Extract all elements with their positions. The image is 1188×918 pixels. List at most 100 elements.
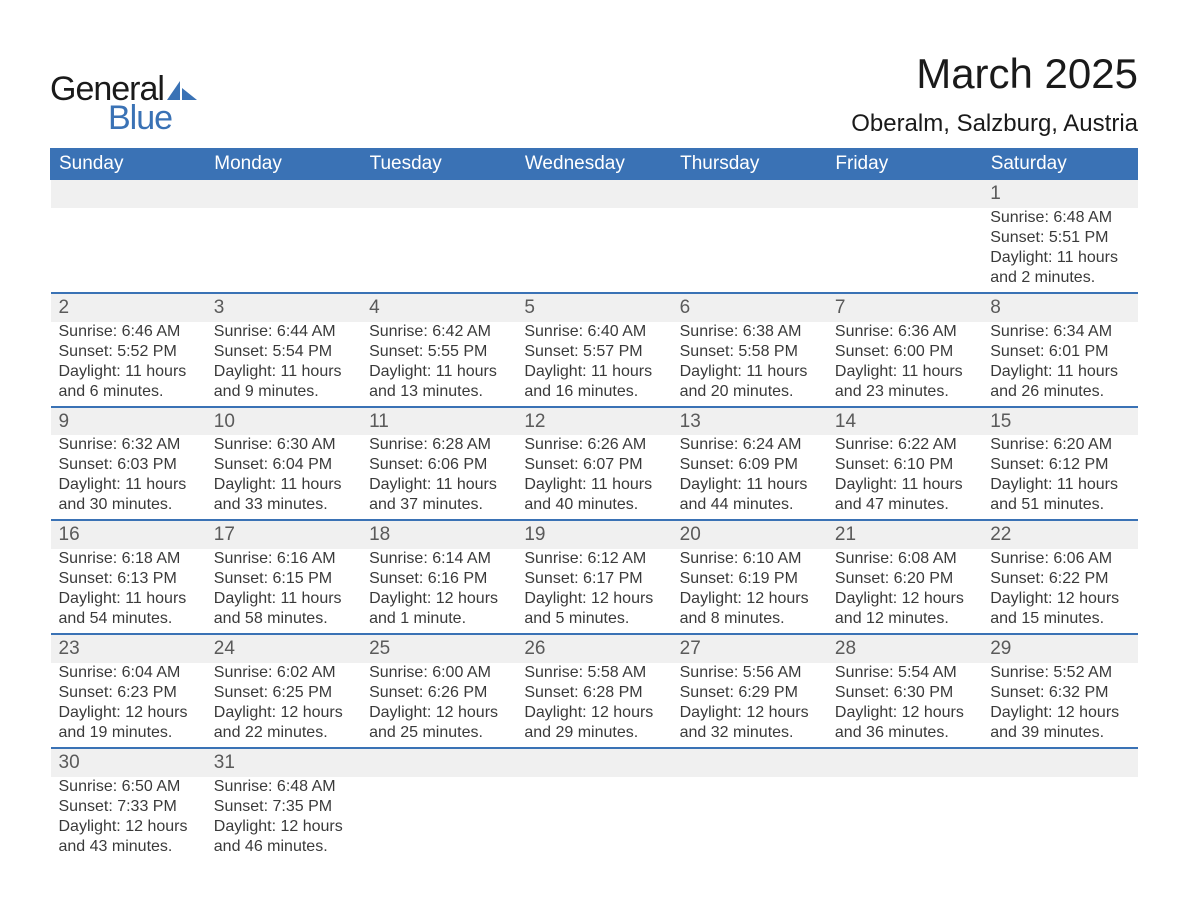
daynum-row: 23242526272829 <box>51 634 1138 663</box>
day-cell: Sunrise: 6:00 AMSunset: 6:26 PMDaylight:… <box>361 663 516 748</box>
day-number: 2 <box>51 293 206 322</box>
daylight-line: Daylight: 12 hours and 25 minutes. <box>369 703 508 743</box>
day-cell: Sunrise: 6:16 AMSunset: 6:15 PMDaylight:… <box>206 549 361 634</box>
sunrise-line: Sunrise: 6:48 AM <box>214 777 353 797</box>
day-number: 14 <box>827 407 982 436</box>
brand-logo: General Blue <box>50 50 199 138</box>
daylight-line: Daylight: 11 hours and 30 minutes. <box>59 475 198 515</box>
day-cell <box>827 208 982 293</box>
day-number <box>672 748 827 777</box>
sunset-line: Sunset: 6:13 PM <box>59 569 198 589</box>
day-number: 11 <box>361 407 516 436</box>
sunset-line: Sunset: 5:57 PM <box>524 342 663 362</box>
sunset-line: Sunset: 6:07 PM <box>524 455 663 475</box>
sunset-line: Sunset: 5:51 PM <box>990 228 1129 248</box>
col-friday: Friday <box>827 148 982 180</box>
sunrise-line: Sunrise: 6:46 AM <box>59 322 198 342</box>
day-cell <box>827 777 982 861</box>
sunset-line: Sunset: 6:17 PM <box>524 569 663 589</box>
day-number: 24 <box>206 634 361 663</box>
col-monday: Monday <box>206 148 361 180</box>
day-cell: Sunrise: 6:40 AMSunset: 5:57 PMDaylight:… <box>516 322 671 407</box>
daylight-line: Daylight: 11 hours and 33 minutes. <box>214 475 353 515</box>
day-number <box>827 180 982 208</box>
day-info-row: Sunrise: 6:18 AMSunset: 6:13 PMDaylight:… <box>51 549 1138 634</box>
day-number: 6 <box>672 293 827 322</box>
day-number: 3 <box>206 293 361 322</box>
sunset-line: Sunset: 6:04 PM <box>214 455 353 475</box>
day-number: 15 <box>982 407 1137 436</box>
day-number <box>516 748 671 777</box>
sunset-line: Sunset: 6:06 PM <box>369 455 508 475</box>
day-cell: Sunrise: 6:04 AMSunset: 6:23 PMDaylight:… <box>51 663 206 748</box>
daylight-line: Daylight: 11 hours and 44 minutes. <box>680 475 819 515</box>
day-number: 8 <box>982 293 1137 322</box>
day-number <box>982 748 1137 777</box>
sunset-line: Sunset: 5:55 PM <box>369 342 508 362</box>
sunset-line: Sunset: 6:03 PM <box>59 455 198 475</box>
location-subtitle: Oberalm, Salzburg, Austria <box>851 110 1138 138</box>
day-cell: Sunrise: 6:10 AMSunset: 6:19 PMDaylight:… <box>672 549 827 634</box>
day-cell: Sunrise: 6:38 AMSunset: 5:58 PMDaylight:… <box>672 322 827 407</box>
day-cell <box>361 208 516 293</box>
sunset-line: Sunset: 6:26 PM <box>369 683 508 703</box>
col-sunday: Sunday <box>51 148 206 180</box>
day-number: 16 <box>51 520 206 549</box>
daylight-line: Daylight: 11 hours and 26 minutes. <box>990 362 1129 402</box>
sunrise-line: Sunrise: 6:16 AM <box>214 549 353 569</box>
sunset-line: Sunset: 6:25 PM <box>214 683 353 703</box>
day-number <box>51 180 206 208</box>
day-number: 25 <box>361 634 516 663</box>
sail-icon <box>167 78 199 107</box>
sunset-line: Sunset: 6:16 PM <box>369 569 508 589</box>
col-tuesday: Tuesday <box>361 148 516 180</box>
sunrise-line: Sunrise: 6:22 AM <box>835 435 974 455</box>
day-cell <box>672 777 827 861</box>
sunrise-line: Sunrise: 6:10 AM <box>680 549 819 569</box>
sunrise-line: Sunrise: 6:12 AM <box>524 549 663 569</box>
day-number: 17 <box>206 520 361 549</box>
daylight-line: Daylight: 12 hours and 29 minutes. <box>524 703 663 743</box>
day-number: 18 <box>361 520 516 549</box>
daylight-line: Daylight: 12 hours and 19 minutes. <box>59 703 198 743</box>
day-cell: Sunrise: 6:08 AMSunset: 6:20 PMDaylight:… <box>827 549 982 634</box>
day-info-row: Sunrise: 6:32 AMSunset: 6:03 PMDaylight:… <box>51 435 1138 520</box>
day-number: 31 <box>206 748 361 777</box>
sunset-line: Sunset: 5:58 PM <box>680 342 819 362</box>
day-number: 22 <box>982 520 1137 549</box>
sunset-line: Sunset: 6:32 PM <box>990 683 1129 703</box>
daylight-line: Daylight: 11 hours and 37 minutes. <box>369 475 508 515</box>
day-cell: Sunrise: 6:32 AMSunset: 6:03 PMDaylight:… <box>51 435 206 520</box>
day-number: 21 <box>827 520 982 549</box>
day-cell: Sunrise: 6:18 AMSunset: 6:13 PMDaylight:… <box>51 549 206 634</box>
sunset-line: Sunset: 6:01 PM <box>990 342 1129 362</box>
day-number <box>516 180 671 208</box>
sunset-line: Sunset: 5:52 PM <box>59 342 198 362</box>
day-info-row: Sunrise: 6:46 AMSunset: 5:52 PM Daylight:… <box>51 322 1138 407</box>
daylight-line: Daylight: 12 hours and 46 minutes. <box>214 817 353 857</box>
sunset-line: Sunset: 6:30 PM <box>835 683 974 703</box>
day-number: 1 <box>982 180 1137 208</box>
day-number <box>827 748 982 777</box>
sunset-line: Sunset: 6:23 PM <box>59 683 198 703</box>
sunrise-line: Sunrise: 6:00 AM <box>369 663 508 683</box>
day-number: 20 <box>672 520 827 549</box>
daylight-line: Daylight: 12 hours and 12 minutes. <box>835 589 974 629</box>
day-number: 19 <box>516 520 671 549</box>
title-block: March 2025 Oberalm, Salzburg, Austria <box>851 50 1138 138</box>
sunset-line: Sunset: 7:35 PM <box>214 797 353 817</box>
sunrise-line: Sunrise: 6:34 AM <box>990 322 1129 342</box>
sunrise-line: Sunrise: 6:20 AM <box>990 435 1129 455</box>
day-number <box>361 180 516 208</box>
sunrise-line: Sunrise: 6:06 AM <box>990 549 1129 569</box>
daylight-line: Daylight: 11 hours and 40 minutes. <box>524 475 663 515</box>
daylight-line: Daylight: 11 hours and 51 minutes. <box>990 475 1129 515</box>
daylight-line: Daylight: 11 hours and 13 minutes. <box>369 362 508 402</box>
sunrise-line: Sunrise: 5:52 AM <box>990 663 1129 683</box>
month-title: March 2025 <box>851 50 1138 98</box>
day-number: 7 <box>827 293 982 322</box>
sunset-line: Sunset: 5:54 PM <box>214 342 353 362</box>
sunset-line: Sunset: 6:15 PM <box>214 569 353 589</box>
day-cell: Sunrise: 6:12 AMSunset: 6:17 PMDaylight:… <box>516 549 671 634</box>
day-cell: Sunrise: 6:22 AMSunset: 6:10 PMDaylight:… <box>827 435 982 520</box>
